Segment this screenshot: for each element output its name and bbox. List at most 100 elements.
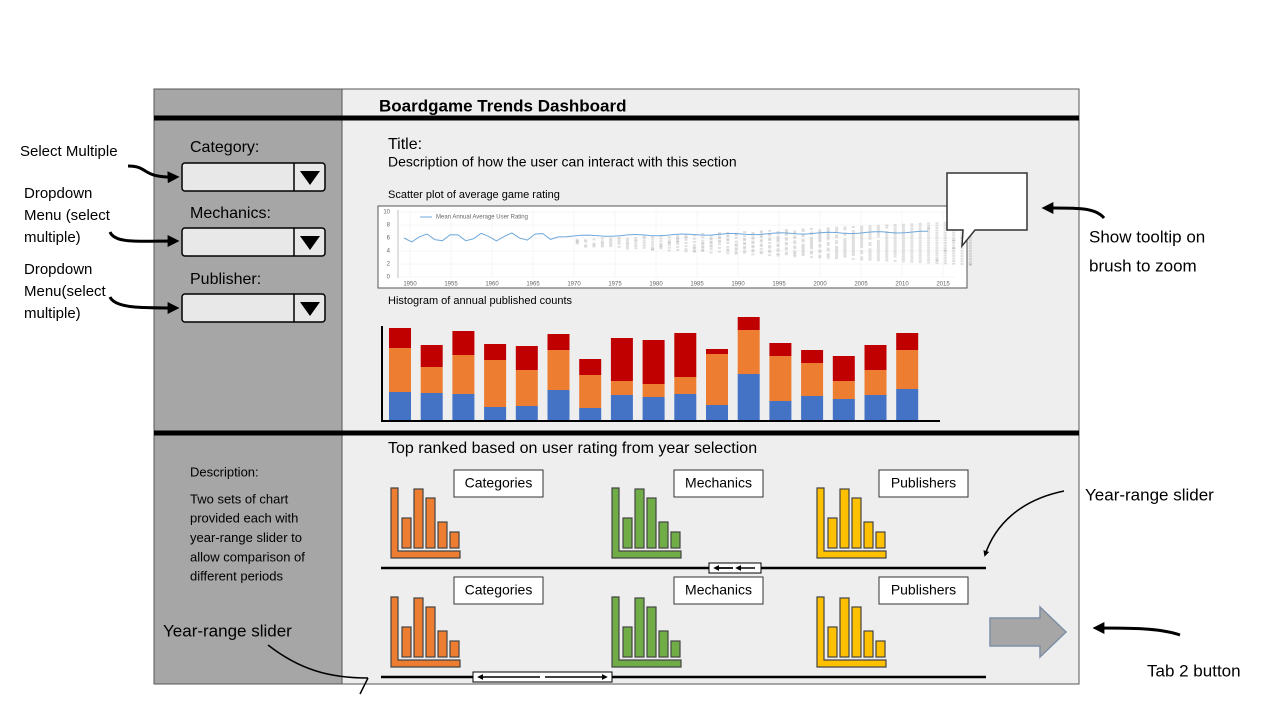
- scatter-cloud: [935, 246, 939, 249]
- scatter-cloud: [784, 243, 788, 246]
- annotation: Menu (select: [24, 207, 111, 224]
- scatter-cloud: [927, 234, 931, 237]
- scatter-cloud: [968, 247, 972, 250]
- chart-label: Categories: [465, 582, 533, 598]
- scatter-cloud: [743, 231, 747, 233]
- scatter-cloud: [801, 240, 805, 243]
- scatter-cloud: [726, 252, 730, 255]
- scatter-cloud: [876, 250, 880, 253]
- scatter-cloud: [659, 237, 663, 240]
- scatter-cloud: [835, 257, 839, 260]
- scatter-cloud: [801, 243, 805, 246]
- scatter-cloud: [709, 237, 713, 240]
- dropdown[interactable]: [181, 227, 326, 257]
- icon-bar: [622, 626, 633, 658]
- scatter-cloud: [659, 244, 663, 247]
- scatter-cloud: [927, 242, 931, 244]
- scatter-cloud: [784, 248, 788, 251]
- scatter-cloud: [952, 244, 956, 247]
- slider-handle[interactable]: [472, 671, 613, 683]
- x-tick-label: 1990: [731, 282, 745, 288]
- scatter-cloud: [734, 240, 738, 243]
- bar-icon: [390, 596, 461, 668]
- icon-bar: [875, 531, 886, 549]
- scatter-cloud: [734, 248, 738, 251]
- dropdown[interactable]: [181, 162, 326, 192]
- scatter-cloud: [835, 253, 839, 256]
- scatter-cloud: [717, 235, 721, 238]
- scatter-cloud: [592, 242, 596, 245]
- scatter-cloud: [709, 251, 713, 254]
- scatter-cloud: [918, 239, 922, 242]
- histogram-segment: [896, 350, 919, 389]
- scatter-cloud: [885, 235, 889, 238]
- icon-bar: [437, 521, 448, 549]
- scatter-cloud: [651, 236, 655, 239]
- scatter-cloud: [809, 233, 813, 236]
- scatter-cloud: [901, 232, 905, 235]
- scatter-cloud: [860, 246, 864, 249]
- scatter-cloud: [843, 249, 847, 252]
- description-title: Description:: [190, 464, 259, 479]
- scatter-cloud: [743, 235, 747, 238]
- scatter-cloud: [809, 231, 813, 234]
- scatter-cloud: [734, 247, 738, 250]
- scatter-cloud: [876, 259, 880, 262]
- scatter-cloud: [935, 227, 939, 230]
- scatter-cloud: [701, 239, 705, 242]
- scatter-cloud: [667, 236, 671, 239]
- scatter-cloud: [793, 246, 797, 249]
- tab-2-button[interactable]: [989, 605, 1068, 659]
- scatter-cloud: [868, 233, 872, 236]
- histogram-segment: [769, 356, 792, 401]
- scatter-cloud: [575, 241, 579, 244]
- scatter-cloud: [851, 237, 855, 240]
- icon-bar: [401, 517, 412, 549]
- scatter-cloud: [726, 249, 730, 252]
- scatter-cloud: [818, 243, 822, 246]
- scatter-cloud: [826, 247, 830, 250]
- description-line: year-range slider to: [190, 530, 302, 545]
- scatter-cloud: [901, 237, 905, 240]
- scatter-cloud: [717, 246, 721, 249]
- icon-frame: [611, 487, 682, 559]
- scatter-cloud: [701, 242, 705, 244]
- scatter-cloud: [927, 261, 931, 264]
- scatter-cloud: [943, 249, 947, 252]
- histogram-segment: [864, 370, 887, 395]
- icon-frame: [390, 596, 461, 668]
- scatter-cloud: [667, 239, 671, 242]
- scatter-cloud: [759, 250, 763, 253]
- dropdown[interactable]: [181, 293, 326, 323]
- scatter-cloud: [676, 241, 680, 244]
- scatter-cloud: [918, 253, 922, 256]
- scatter-cloud: [868, 244, 872, 247]
- histogram-segment: [737, 330, 760, 374]
- section-title: Title:: [388, 136, 422, 153]
- scatter-cloud: [868, 229, 872, 232]
- histogram-segment: [484, 360, 507, 407]
- x-tick-label: 1985: [690, 282, 704, 288]
- scatter-cloud: [818, 232, 822, 235]
- icon-bar: [839, 597, 850, 658]
- x-tick-label: 1960: [485, 282, 499, 288]
- scatter-cloud: [860, 225, 864, 228]
- scatter-cloud: [901, 255, 905, 258]
- scatter-cloud: [709, 245, 713, 248]
- scatter-cloud: [927, 229, 931, 232]
- histogram-segment: [674, 333, 697, 377]
- scatter-cloud: [826, 236, 830, 239]
- scatter-cloud: [943, 244, 947, 247]
- scatter-cloud: [793, 232, 797, 235]
- annotation: Tab 2 button: [1147, 661, 1241, 680]
- scatter-cloud: [793, 235, 797, 238]
- scatter-cloud: [743, 239, 747, 242]
- scatter-cloud: [835, 226, 839, 229]
- scatter-cloud: [910, 244, 914, 247]
- scatter-cloud: [927, 232, 931, 235]
- scatter-cloud: [885, 239, 889, 242]
- scatter-cloud: [818, 251, 822, 254]
- scatter-cloud: [726, 239, 730, 242]
- filter-label: Publisher:: [190, 271, 261, 288]
- histogram-segment: [579, 408, 602, 420]
